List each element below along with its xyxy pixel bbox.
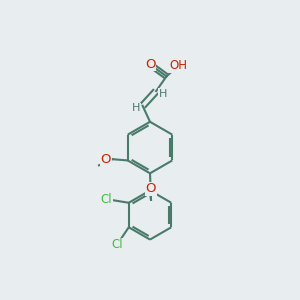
Text: O: O [100,153,111,166]
Text: H: H [132,103,140,113]
Text: Cl: Cl [100,193,112,206]
Text: Cl: Cl [111,238,123,251]
Text: OH: OH [170,59,188,72]
Text: O: O [145,58,155,70]
Text: H: H [159,88,167,99]
Text: O: O [146,182,156,195]
